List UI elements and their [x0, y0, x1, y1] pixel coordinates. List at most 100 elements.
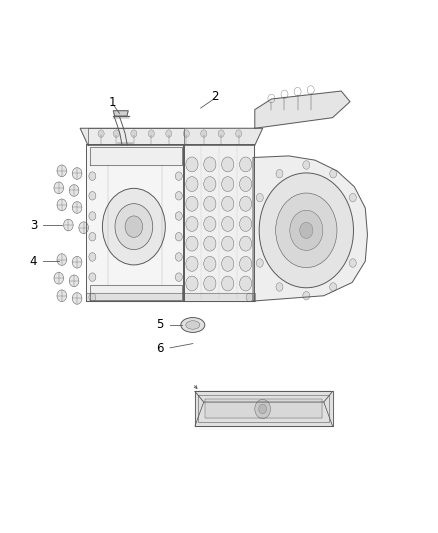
Circle shape: [115, 204, 153, 249]
Circle shape: [204, 196, 216, 211]
Text: 2: 2: [211, 90, 219, 103]
Circle shape: [222, 256, 234, 271]
Circle shape: [89, 191, 96, 200]
Circle shape: [72, 293, 82, 304]
Circle shape: [186, 276, 198, 291]
Circle shape: [236, 130, 242, 138]
Polygon shape: [86, 144, 184, 301]
Circle shape: [256, 259, 263, 267]
Text: 6: 6: [156, 342, 164, 356]
Circle shape: [222, 157, 234, 172]
Circle shape: [276, 282, 283, 291]
Circle shape: [290, 210, 323, 251]
Polygon shape: [90, 285, 182, 300]
Polygon shape: [90, 147, 182, 165]
Circle shape: [102, 188, 165, 265]
Circle shape: [57, 165, 67, 176]
Circle shape: [186, 196, 198, 211]
Circle shape: [330, 282, 337, 291]
Circle shape: [204, 276, 216, 291]
Circle shape: [204, 216, 216, 231]
Circle shape: [57, 199, 67, 211]
Polygon shape: [86, 293, 255, 301]
Circle shape: [259, 173, 353, 288]
Circle shape: [175, 172, 182, 180]
Text: 1: 1: [108, 96, 116, 109]
Circle shape: [89, 172, 96, 180]
Polygon shape: [253, 156, 367, 301]
Circle shape: [186, 176, 198, 191]
Circle shape: [222, 216, 234, 231]
Circle shape: [54, 182, 64, 193]
Circle shape: [57, 254, 67, 265]
Circle shape: [222, 176, 234, 191]
Circle shape: [64, 219, 73, 231]
Circle shape: [113, 130, 120, 138]
Circle shape: [204, 157, 216, 172]
Circle shape: [131, 130, 137, 138]
Polygon shape: [255, 91, 350, 128]
Circle shape: [256, 193, 263, 202]
Circle shape: [175, 253, 182, 261]
Circle shape: [240, 236, 252, 251]
Circle shape: [186, 216, 198, 231]
Circle shape: [175, 232, 182, 241]
Circle shape: [175, 212, 182, 220]
Circle shape: [98, 130, 104, 138]
Circle shape: [148, 130, 154, 138]
Circle shape: [222, 196, 234, 211]
Circle shape: [276, 193, 337, 268]
Circle shape: [240, 196, 252, 211]
Circle shape: [72, 256, 82, 268]
Circle shape: [186, 157, 198, 172]
Circle shape: [183, 130, 189, 138]
Circle shape: [79, 222, 88, 233]
Circle shape: [246, 293, 253, 302]
Text: 3: 3: [30, 219, 37, 231]
Circle shape: [276, 169, 283, 178]
Circle shape: [330, 169, 337, 178]
Circle shape: [186, 256, 198, 271]
Circle shape: [69, 275, 79, 287]
Circle shape: [204, 176, 216, 191]
Circle shape: [350, 193, 357, 202]
Circle shape: [186, 236, 198, 251]
Circle shape: [303, 161, 310, 169]
Circle shape: [204, 256, 216, 271]
Circle shape: [240, 176, 252, 191]
Circle shape: [222, 276, 234, 291]
Polygon shape: [183, 144, 254, 301]
Circle shape: [218, 130, 224, 138]
Text: 4: 4: [30, 255, 37, 268]
Circle shape: [204, 236, 216, 251]
Circle shape: [57, 290, 67, 302]
Circle shape: [259, 404, 267, 414]
Circle shape: [175, 273, 182, 281]
Circle shape: [89, 253, 96, 261]
Circle shape: [255, 399, 271, 418]
Text: 5: 5: [156, 319, 164, 332]
Circle shape: [125, 216, 143, 237]
Polygon shape: [80, 128, 263, 146]
Circle shape: [240, 256, 252, 271]
Polygon shape: [195, 391, 332, 426]
Circle shape: [222, 236, 234, 251]
Polygon shape: [195, 391, 332, 402]
Circle shape: [240, 216, 252, 231]
Circle shape: [303, 292, 310, 300]
Ellipse shape: [186, 321, 200, 329]
Polygon shape: [113, 111, 128, 116]
Polygon shape: [88, 128, 184, 144]
Circle shape: [72, 201, 82, 213]
Circle shape: [350, 259, 357, 267]
Circle shape: [300, 222, 313, 238]
Circle shape: [201, 130, 207, 138]
Circle shape: [54, 272, 64, 284]
Circle shape: [240, 157, 252, 172]
Circle shape: [89, 232, 96, 241]
Circle shape: [240, 276, 252, 291]
Circle shape: [89, 273, 96, 281]
Circle shape: [72, 167, 82, 179]
Circle shape: [166, 130, 172, 138]
Circle shape: [89, 212, 96, 220]
